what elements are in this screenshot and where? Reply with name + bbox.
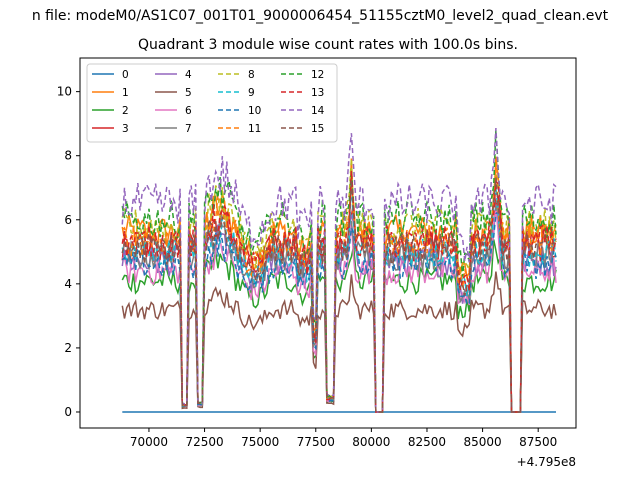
y-axis: 0 2 4 6 8 10 — [57, 85, 80, 419]
legend-label-0: 0 — [122, 69, 129, 81]
legend-label-1: 1 — [122, 87, 129, 99]
plot-lines — [121, 127, 557, 413]
legend-label-11: 11 — [248, 123, 261, 135]
series-line-13 — [121, 170, 557, 413]
legend-label-14: 14 — [311, 105, 325, 117]
figure-suptitle: n file: modeM0/AS1C07_001T01_9000006454_… — [32, 8, 609, 24]
legend-label-2: 2 — [122, 105, 129, 117]
y-tick-label: 2 — [64, 341, 72, 355]
legend-label-3: 3 — [122, 123, 129, 135]
x-tick-label: 72500 — [185, 435, 223, 449]
legend-label-7: 7 — [185, 123, 192, 135]
x-tick-label: 70000 — [130, 435, 168, 449]
chart-title: Quadrant 3 module wise count rates with … — [138, 37, 518, 53]
legend-label-6: 6 — [185, 105, 192, 117]
legend-box — [86, 63, 338, 143]
legend-label-4: 4 — [185, 69, 192, 81]
x-tick-label: 80000 — [352, 435, 390, 449]
x-offset-label: +4.795e8 — [517, 455, 576, 469]
series-line-15 — [121, 177, 557, 413]
series-line-14 — [121, 127, 557, 413]
x-axis: 70000 72500 75000 77500 80000 82500 85000 87500 — [130, 428, 557, 449]
legend-label-15: 15 — [311, 123, 324, 135]
series-line-9 — [121, 183, 557, 413]
y-tick-label: 4 — [64, 277, 72, 291]
series-line-5 — [121, 271, 557, 413]
series-line-12 — [121, 130, 557, 413]
legend-label-5: 5 — [185, 87, 192, 99]
x-tick-label: 85000 — [463, 435, 501, 449]
legend-label-12: 12 — [311, 69, 324, 81]
y-tick-label: 8 — [64, 149, 72, 163]
y-tick-label: 0 — [64, 405, 72, 419]
legend-label-13: 13 — [311, 87, 324, 99]
x-tick-label: 77500 — [297, 435, 335, 449]
y-tick-label: 10 — [57, 85, 72, 99]
y-tick-label: 6 — [64, 213, 72, 227]
legend-label-8: 8 — [248, 69, 255, 81]
series-line-2 — [121, 239, 557, 413]
series-line-3 — [121, 189, 557, 413]
x-tick-label: 87500 — [519, 435, 557, 449]
legend-label-10: 10 — [248, 105, 261, 117]
x-tick-label: 82500 — [408, 435, 446, 449]
series-line-8 — [121, 158, 557, 413]
legend-label-9: 9 — [248, 87, 255, 99]
x-tick-label: 75000 — [241, 435, 279, 449]
plot-frame — [79, 57, 577, 429]
